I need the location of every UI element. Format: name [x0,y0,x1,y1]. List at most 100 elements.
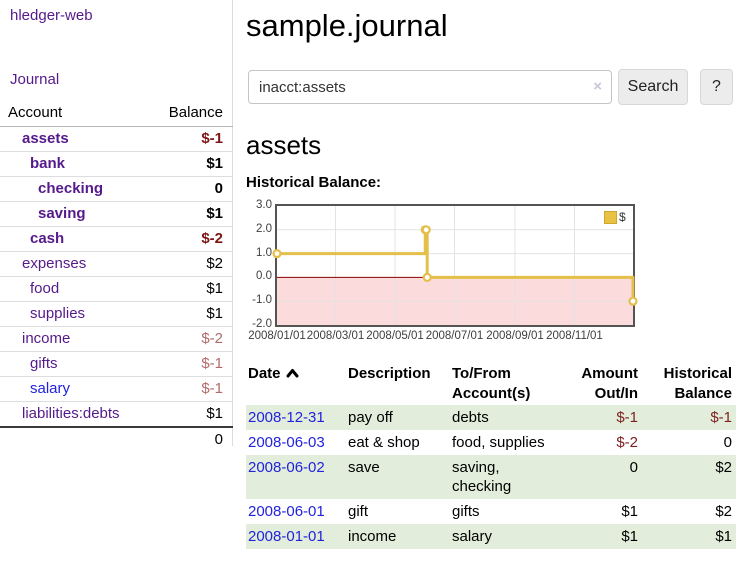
register-account-heading: assets [246,130,322,160]
register-col-accounts: To/From Account(s) [452,365,531,402]
register-balance-cell: $2 [715,503,732,520]
account-link[interactable]: bank [30,155,66,172]
account-balance: $1 [206,155,223,172]
register-amount-cell: $-2 [616,434,638,451]
y-axis-tick-label: 2.0 [256,222,272,235]
account-row: supplies $1 [0,301,233,327]
x-axis-tick-label: 2008/05/01 [366,330,424,342]
account-balance: $-1 [201,380,223,397]
app-brand-link[interactable]: hledger-web [10,7,93,24]
accounts-col-balance: Balance [168,104,223,121]
balance-chart-plot[interactable] [272,204,638,327]
accounts-table-body: assets $-1 bank $1 checking 0 saving $1 cash $-2 e… [0,127,233,428]
clear-search-icon[interactable]: × [593,78,602,95]
account-row: income $-2 [0,326,233,352]
account-cell: gifts [0,352,145,377]
account-balance: $-1 [201,355,223,372]
account-link[interactable]: salary [30,380,71,397]
account-balance: $-1 [201,130,223,147]
transaction-date-link[interactable]: 2008-06-03 [248,434,325,451]
account-row: checking 0 [0,176,233,202]
register-row: 2008-12-31 pay off debts $-1 $-1 [246,405,736,430]
account-row: saving $1 [0,201,233,227]
register-col-amount: Amount Out/In [581,365,638,402]
x-axis-tick-label: 2008/01/01 [248,330,306,342]
accounts-col-account: Account [8,104,63,121]
search-input-wrap: × [248,70,612,104]
account-cell: assets [0,127,145,152]
account-link[interactable]: saving [38,205,86,222]
accounts-table: Account Balance assets $-1 bank $1 checking 0… [0,101,233,452]
page-title: sample.journal [246,8,448,43]
register-description-cell: eat & shop [348,434,420,451]
register-date-cell: 2008-12-31 [246,405,346,430]
transaction-date-link[interactable]: 2008-06-02 [248,459,325,476]
account-balance: $-2 [201,330,223,347]
account-link[interactable]: supplies [30,305,86,322]
account-row: gifts $-1 [0,351,233,377]
x-axis-tick-label: 2008/11/01 [546,330,603,342]
register-col-description: Description [348,365,431,382]
account-balance: $-2 [201,230,223,247]
account-cell: cash [0,227,145,252]
account-row: cash $-2 [0,226,233,252]
account-balance: $1 [206,405,223,422]
account-cell: salary [0,377,145,402]
account-link[interactable]: liabilities:debts [22,405,120,422]
balance-chart-canvas [272,206,638,325]
account-cell: bank [0,152,145,177]
account-link[interactable]: assets [22,130,69,147]
register-row: 2008-06-02 save saving, checking 0 $2 [246,455,736,499]
chart-title: Historical Balance: [246,174,382,191]
register-amount-cell: 0 [629,459,638,476]
register-accounts-cell: saving, checking [452,459,512,495]
register-date-cell: 2008-06-03 [246,430,346,455]
y-axis-tick-label: -2.0 [252,318,272,330]
search-button[interactable]: Search [618,69,688,105]
y-axis-tick-label: 3.0 [256,199,272,211]
register-amount-cell: $-1 [616,409,638,426]
transaction-date-link[interactable]: 2008-06-01 [248,503,325,520]
account-cell: saving [0,202,145,227]
register-row: 2008-06-01 gift gifts $1 $2 [246,499,736,524]
account-link[interactable]: expenses [22,255,87,272]
register-date-cell: 2008-01-01 [246,524,346,549]
account-link[interactable]: food [30,280,60,297]
transaction-date-link[interactable]: 2008-01-01 [248,528,325,545]
x-axis-tick-label: 2008/09/01 [486,330,544,342]
account-balance: $1 [206,280,223,297]
account-row: food $1 [0,276,233,302]
account-row: expenses $2 [0,251,233,277]
register-row: 2008-06-03 eat & shop food, supplies $-2 0 [246,430,736,455]
account-cell: checking [0,177,145,202]
account-link[interactable]: income [22,330,71,347]
legend-swatch-icon [604,210,617,224]
account-row: salary $-1 [0,376,233,402]
register-accounts-cell: gifts [452,503,480,520]
transaction-date-link[interactable]: 2008-12-31 [248,409,325,426]
account-cell: liabilities:debts [0,402,145,428]
help-button[interactable]: ? [700,69,733,105]
register-description-cell: save [348,459,380,476]
register-amount-cell: $1 [621,528,638,545]
account-row: assets $-1 [0,127,233,152]
account-link[interactable]: checking [38,180,104,197]
accounts-total-spacer [0,427,145,452]
account-cell: supplies [0,302,145,327]
register-col-balance: Historical Balance [663,365,732,402]
account-link[interactable]: cash [30,230,65,247]
search-input[interactable] [248,70,612,104]
register-description-cell: gift [348,503,369,520]
register-col-date[interactable]: Date [246,363,346,405]
register-balance-cell: 0 [723,434,732,451]
sidebar-item-journal[interactable]: Journal [10,71,60,88]
register-amount-cell: $1 [621,503,638,520]
register-table: Date Description To/From Account(s) Amou… [246,363,736,549]
accounts-total-value: 0 [214,431,223,448]
register-accounts-cell: salary [452,528,493,545]
register-balance-cell: $2 [715,459,732,476]
account-row: liabilities:debts $1 [0,401,233,428]
account-link[interactable]: gifts [30,355,58,372]
register-description-cell: pay off [348,409,393,426]
register-accounts-cell: debts [452,409,489,426]
